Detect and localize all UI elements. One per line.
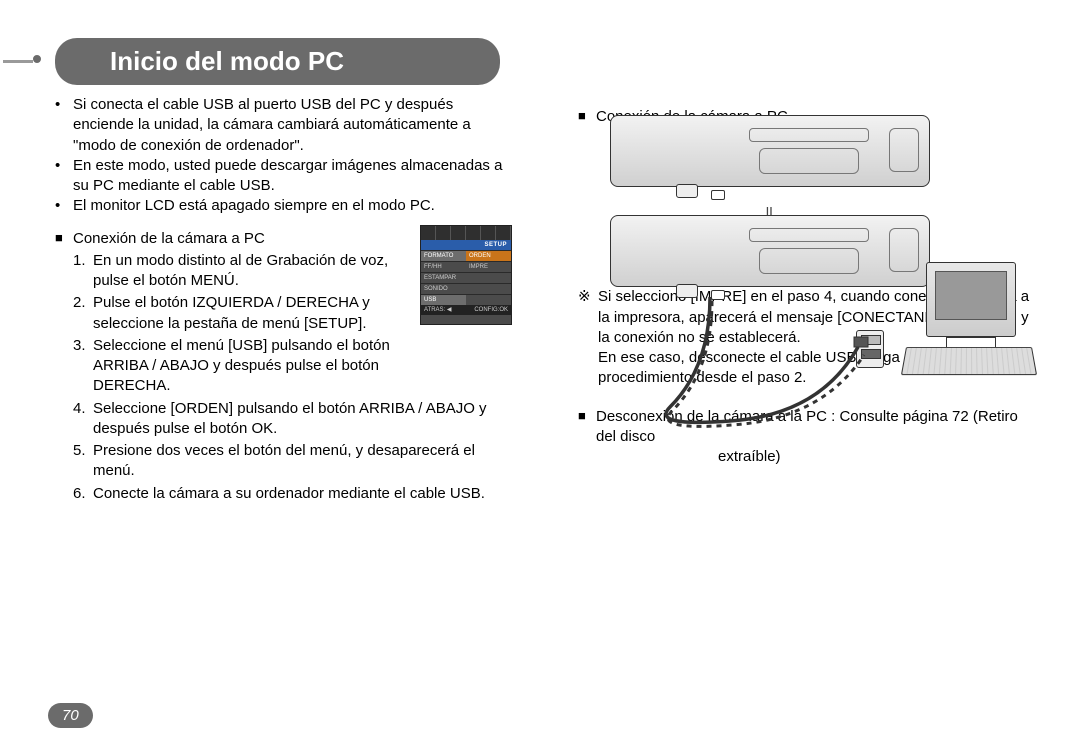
camera-top-illustration <box>610 115 930 200</box>
step-text: Pulse el botón IZQUIERDA / DERECHA y sel… <box>93 293 413 334</box>
step-text: Presione dos veces el botón del menú, y … <box>93 441 511 482</box>
step-text: Seleccione [ORDEN] pulsando el botón ARR… <box>93 399 511 440</box>
disconnect-sub: extraíble) <box>718 447 1036 467</box>
square-icon: ■ <box>55 229 73 249</box>
step-number: 4. <box>73 399 93 440</box>
bullet-icon: • <box>55 196 73 216</box>
step-text: Conecte la cámara a su ordenador mediant… <box>93 484 511 504</box>
title-dot-icon <box>30 52 44 66</box>
bullet-icon: • <box>55 95 73 156</box>
step-number: 5. <box>73 441 93 482</box>
step-number: 1. <box>73 251 93 292</box>
camera-menu-illustration: SETUP FORMATOORDEN FF/HHIMPRE ESTAMPAR S… <box>420 225 512 325</box>
page-number-badge: 70 <box>48 703 93 728</box>
note-symbol: ※ <box>578 287 598 388</box>
step-number: 2. <box>73 293 93 334</box>
section-header-left: Conexión de la cámara a PC <box>73 229 265 249</box>
monitor-illustration <box>926 262 1016 337</box>
intro-bullet: El monitor LCD está apagado siempre en e… <box>73 196 511 216</box>
intro-bullet: Si conecta el cable USB al puerto USB de… <box>73 95 511 156</box>
keyboard-illustration <box>901 347 1037 375</box>
step-number: 6. <box>73 484 93 504</box>
step-text: En un modo distinto al de Grabación de v… <box>93 251 413 292</box>
menu-tab-label: SETUP <box>421 240 511 250</box>
bullet-icon: • <box>55 156 73 197</box>
intro-bullet: En este modo, usted puede descargar imág… <box>73 156 511 197</box>
usb-cable-illustration <box>700 297 900 429</box>
step-number: 3. <box>73 336 93 397</box>
monitor-base <box>946 337 996 347</box>
step-text: Seleccione el menú [USB] pulsando el bot… <box>93 336 413 397</box>
square-icon: ■ <box>578 107 596 127</box>
page-title: Inicio del modo PC <box>55 38 500 85</box>
square-icon: ■ <box>578 407 596 448</box>
camera-bottom-illustration <box>610 215 930 300</box>
